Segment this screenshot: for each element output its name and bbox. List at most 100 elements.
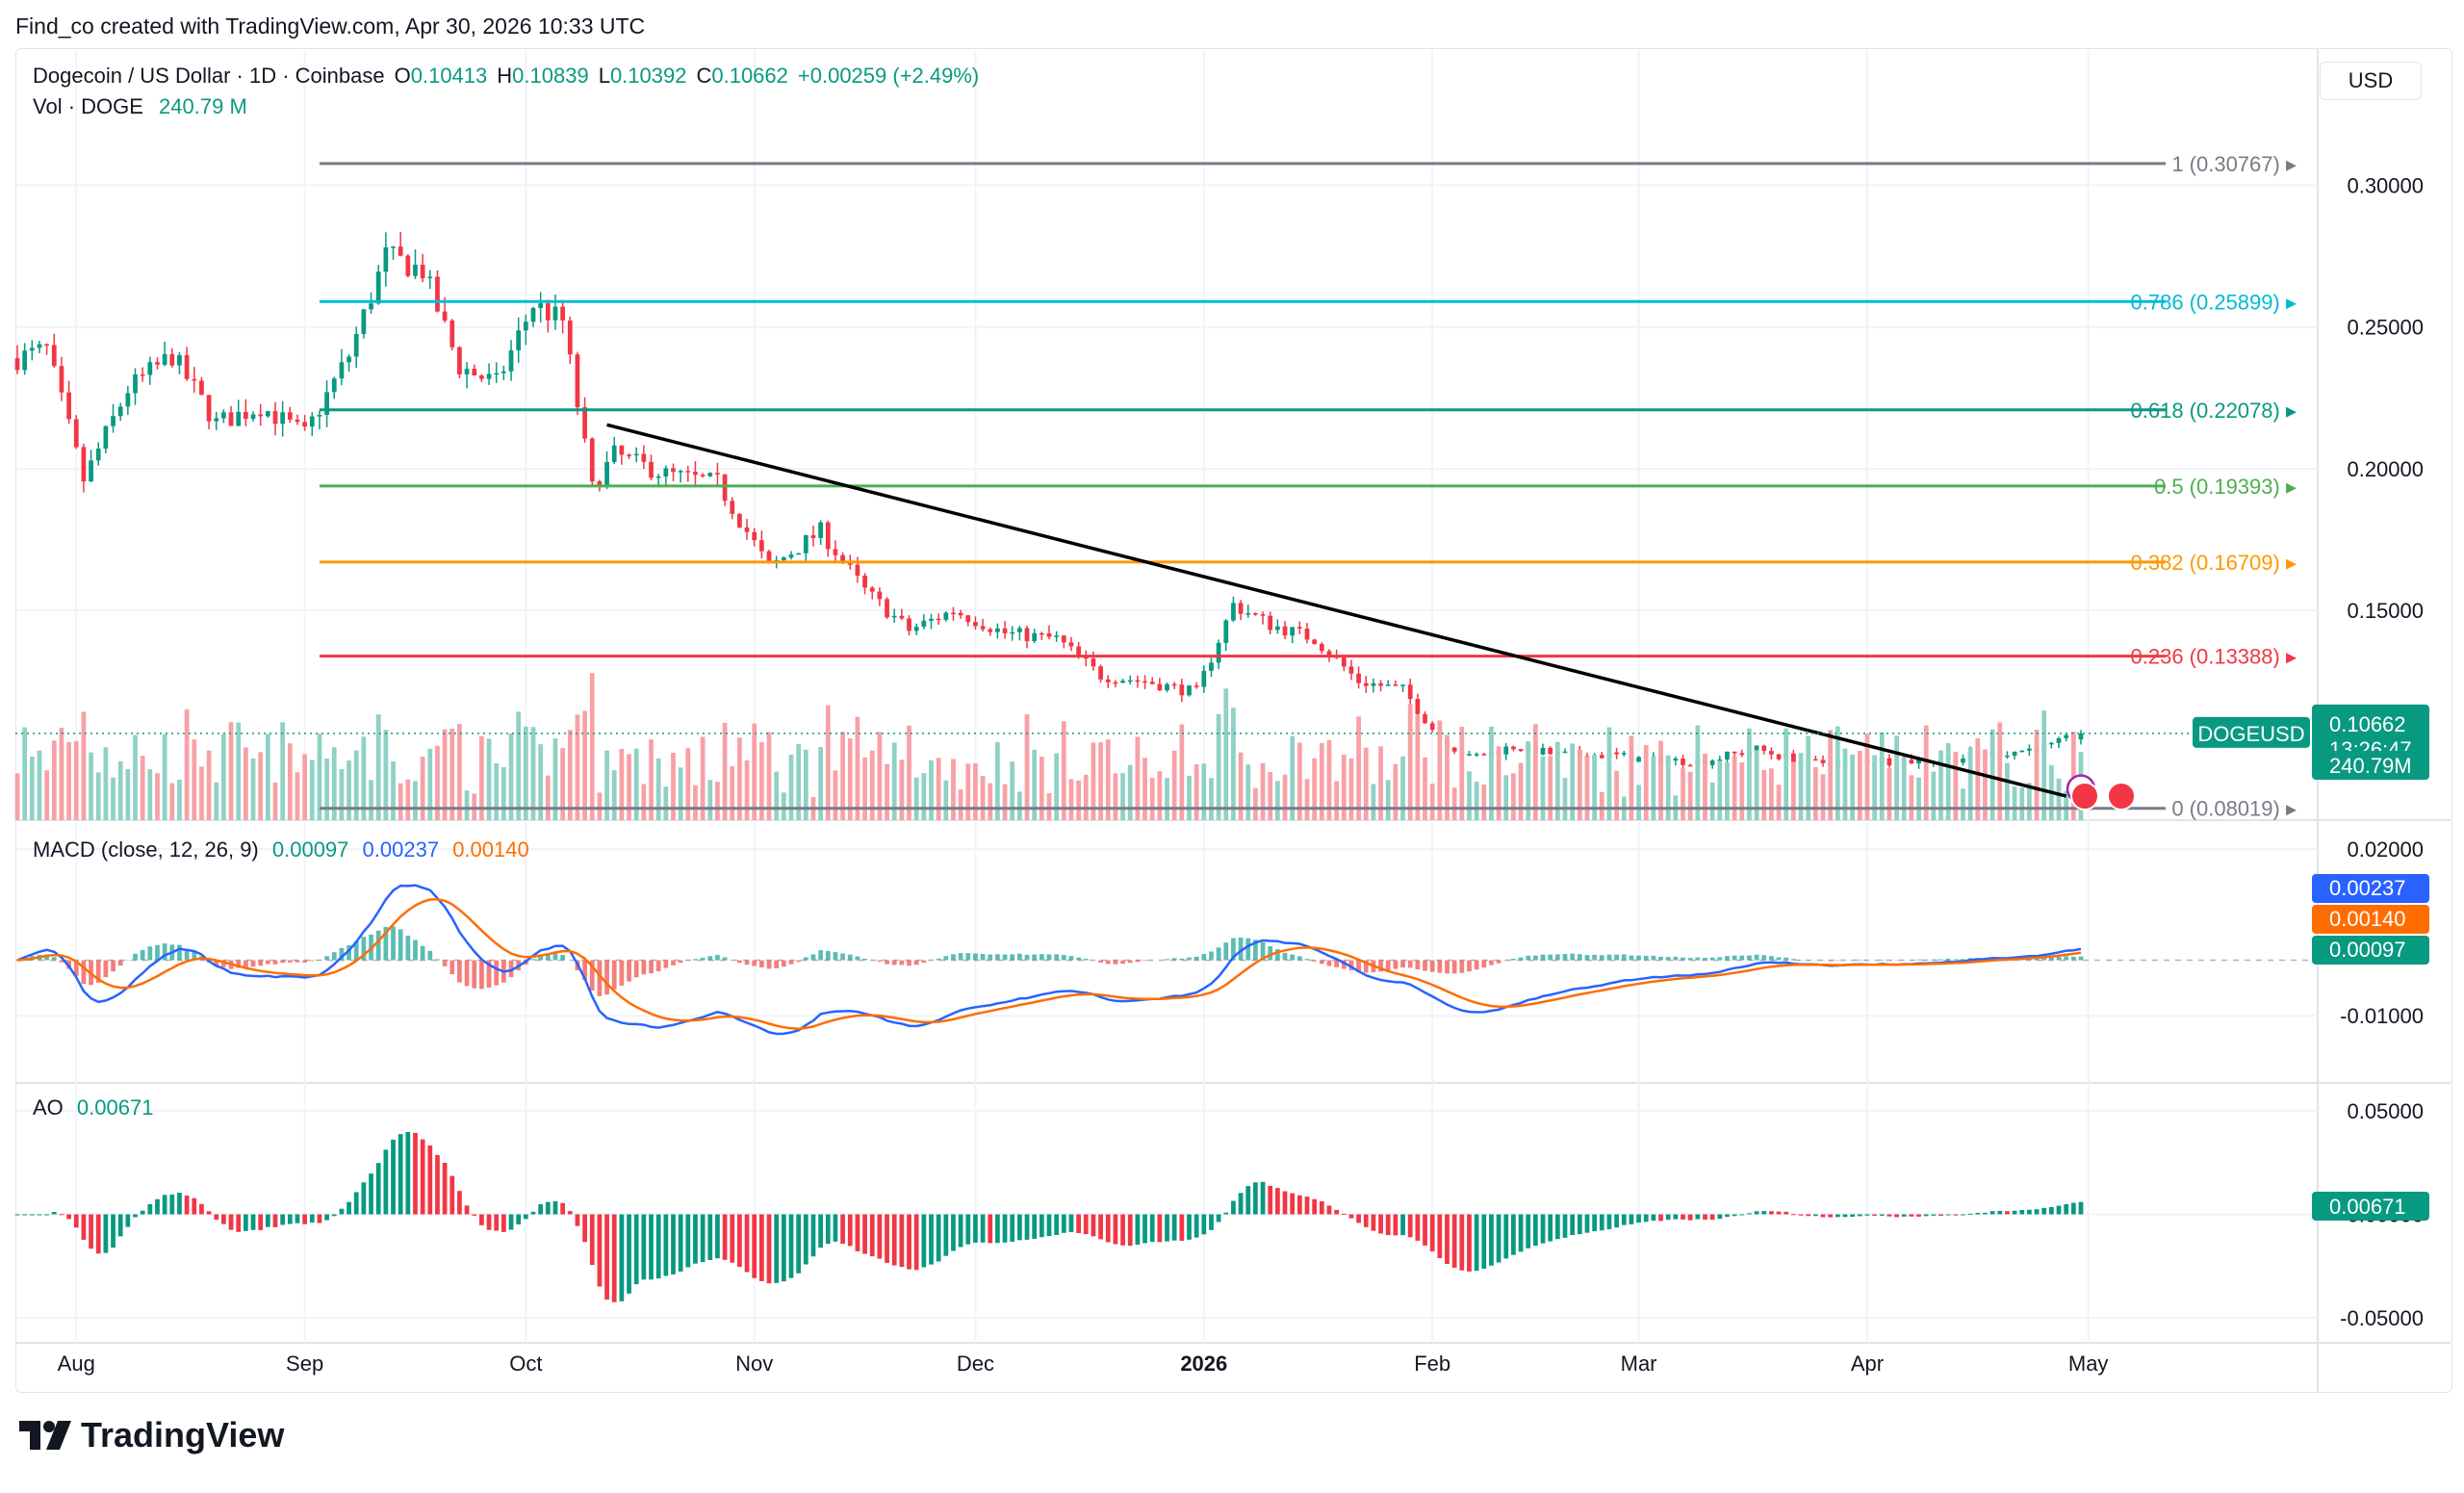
candle-body [1371, 682, 1376, 686]
volume-bar [59, 728, 64, 820]
ao-bar [1149, 1214, 1155, 1243]
macd-hist-bar [324, 956, 329, 961]
candle-body [943, 612, 949, 620]
ao-badge-bg [2312, 1192, 2429, 1221]
ao-label: AO [33, 1095, 64, 1120]
macd-hist-bar [862, 959, 867, 961]
ao-bar [958, 1214, 963, 1248]
volume-bar [936, 758, 941, 820]
ao-bar [885, 1214, 889, 1263]
volume-bar [1695, 725, 1701, 820]
volume-bar [1850, 754, 1856, 820]
macd-hist-bar [214, 960, 219, 966]
ao-bar [1296, 1195, 1302, 1215]
ao-bar [1857, 1214, 1862, 1217]
ao-bar [803, 1214, 808, 1265]
candle-body [1709, 760, 1715, 765]
candle-body [1032, 632, 1038, 642]
volume-bar [147, 769, 153, 820]
macd-hist-bar [907, 960, 911, 966]
volume-bar [280, 722, 286, 820]
tradingview-logo[interactable]: TradingView [19, 1415, 284, 1455]
candle-body [885, 599, 889, 618]
macd-badge-value: 0.00237 [2329, 876, 2406, 900]
ao-bar [766, 1214, 772, 1284]
candle-body [184, 354, 190, 379]
candle-body [825, 522, 831, 550]
ao-bar [44, 1214, 50, 1216]
ao-bar [1076, 1214, 1082, 1234]
macd-label: MACD (close, 12, 26, 9) [33, 837, 259, 862]
ao-bar [995, 1214, 1000, 1244]
currency-button[interactable]: USD [2320, 62, 2422, 100]
macd-badge-bg [2312, 905, 2429, 934]
ao-bar [51, 1212, 57, 1215]
candle-body [796, 553, 802, 555]
candle-body [435, 276, 440, 312]
volume-bar [111, 777, 116, 820]
ao-bar [73, 1214, 79, 1228]
volume-bar [398, 783, 403, 820]
candle-body [192, 378, 197, 381]
candle-body [1363, 682, 1369, 686]
ao-bar [228, 1214, 234, 1230]
volume-bar [737, 737, 742, 820]
ao-bar [442, 1162, 448, 1215]
ao-bar [1526, 1214, 1531, 1248]
ao-bar [1024, 1214, 1030, 1240]
macd-hist-bar [803, 957, 808, 961]
volume-bar [847, 738, 853, 820]
ao-bar [1879, 1214, 1885, 1216]
candle-body [317, 415, 322, 417]
volume-bar [1592, 755, 1598, 820]
candle-body [1201, 670, 1207, 687]
candle-body [988, 629, 993, 632]
macd-hist-bar [737, 960, 742, 964]
ao-bar [1806, 1214, 1811, 1217]
candles-group [14, 231, 2084, 772]
ao-bar [700, 1214, 706, 1263]
candle-body [1599, 755, 1604, 759]
ao-bar [2012, 1210, 2017, 1215]
symbol-name[interactable]: Dogecoin / US Dollar · 1D · Coinbase [33, 64, 385, 88]
volume-bar [913, 777, 919, 820]
candle-body [309, 416, 315, 427]
volume-bar [796, 744, 802, 820]
x-tick-label: Feb [1414, 1351, 1450, 1376]
macd-hist-bar [1245, 938, 1251, 961]
volume-bar [1157, 771, 1163, 820]
ao-bar [538, 1204, 544, 1215]
candle-body [66, 392, 71, 420]
ao-bar [1938, 1214, 1943, 1217]
candle-body [214, 418, 219, 422]
ao-bar [427, 1145, 433, 1215]
macd-hist-bar [1474, 960, 1479, 970]
macd-hist-bar [1201, 954, 1207, 961]
volume-bar [1296, 742, 1302, 820]
volume-bar [1503, 775, 1509, 820]
candle-body [545, 303, 551, 321]
volume-bar [51, 740, 57, 820]
volume-bar [641, 784, 647, 820]
volume-bar [339, 768, 345, 820]
macd-hist-bar [1083, 959, 1089, 961]
ao-bar [604, 1214, 609, 1300]
candle-body [442, 311, 448, 321]
volume-bar [1326, 739, 1332, 820]
volume-bar [2027, 783, 2032, 820]
macd-hist-bar [1378, 960, 1383, 972]
volume-bar [869, 750, 875, 820]
volume-bar [14, 773, 20, 820]
macd-badge-bg [2312, 874, 2429, 903]
candle-body [95, 449, 101, 461]
ao-bar [125, 1214, 131, 1227]
macd-hist-bar [1570, 953, 1576, 961]
ao-bar [1459, 1214, 1465, 1271]
ao-bar [169, 1194, 175, 1215]
candle-body [1098, 666, 1103, 680]
macd-hist-bar [1518, 957, 1524, 961]
ao-bar [375, 1163, 381, 1215]
candle-body [1120, 681, 1125, 683]
macd-hist-bar [1828, 960, 1834, 962]
